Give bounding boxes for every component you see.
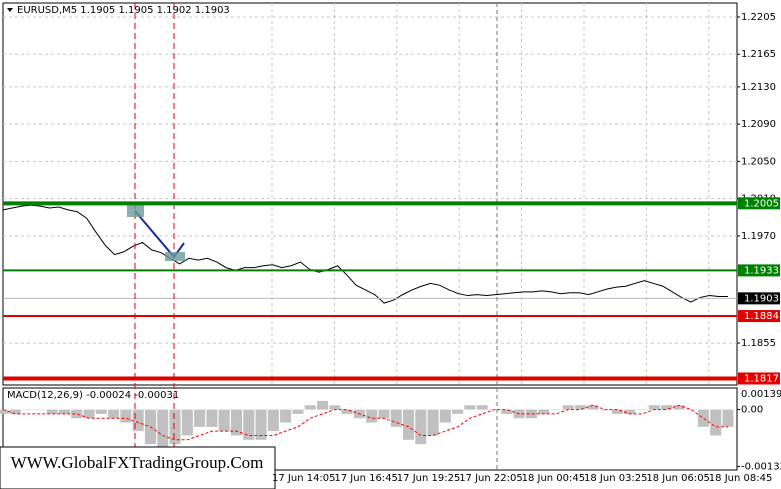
macd-bar bbox=[329, 405, 341, 410]
price-line bbox=[2, 204, 728, 304]
watermark: WWW.GlobalFXTradingGroup.Com bbox=[11, 453, 264, 472]
watermark-box bbox=[0, 446, 276, 489]
chart-title: EURUSD,M5 1.1905 1.1905 1.1902 1.1903 bbox=[17, 5, 230, 16]
macd-bar bbox=[9, 409, 21, 414]
x-tick-label: 18 Jun 06:05 bbox=[646, 473, 710, 484]
macd-bar bbox=[230, 409, 243, 436]
macd-bar bbox=[624, 409, 636, 414]
current-price-label: 1.1903 bbox=[744, 293, 779, 304]
macd-bar bbox=[427, 409, 439, 436]
x-tick-label: 17 Jun 19:25 bbox=[397, 473, 461, 484]
macd-bar bbox=[402, 409, 415, 440]
entry-box bbox=[127, 205, 144, 217]
macd-bar bbox=[95, 409, 107, 414]
y-tick-label: 1.2165 bbox=[741, 49, 776, 60]
plot-layer bbox=[0, 3, 737, 449]
current-price-box bbox=[738, 292, 780, 305]
macd-bar bbox=[243, 409, 255, 440]
macd-bar bbox=[476, 405, 488, 410]
macd-bar bbox=[22, 409, 34, 411]
menu-icon bbox=[7, 8, 13, 12]
macd-bar bbox=[71, 409, 83, 419]
macd-bar bbox=[685, 409, 697, 411]
exit-box bbox=[165, 252, 185, 261]
level-box bbox=[738, 310, 780, 323]
macd-bar bbox=[157, 409, 169, 449]
x-tick-label: 18 Jun 08:45 bbox=[709, 473, 773, 484]
macd-bar bbox=[181, 409, 193, 436]
main-panel bbox=[2, 2, 738, 386]
macd-bar bbox=[0, 409, 9, 414]
level-label: 1.2005 bbox=[744, 198, 779, 209]
macd-bar bbox=[218, 409, 230, 432]
macd-bar bbox=[710, 409, 722, 436]
macd-bar bbox=[304, 405, 316, 410]
macd-title: MACD(12,26,9) -0.00024 -0.00031 bbox=[7, 390, 179, 401]
macd-bar bbox=[575, 405, 587, 410]
macd-signal bbox=[2, 404, 728, 441]
y-tick-label: 1.2090 bbox=[741, 119, 776, 130]
macd-bar bbox=[439, 409, 451, 423]
macd-bar bbox=[267, 409, 279, 432]
level-label: 1.1817 bbox=[744, 373, 779, 384]
y-tick-label: 1.1855 bbox=[741, 338, 776, 349]
level-label: 1.1933 bbox=[744, 265, 779, 276]
macd-bar bbox=[697, 409, 709, 427]
macd-bar bbox=[636, 409, 648, 411]
macd-bar bbox=[464, 405, 476, 410]
macd-bar bbox=[562, 405, 574, 410]
y-tick-label: 1.2050 bbox=[741, 156, 776, 167]
x-tick-label: 17 Jun 16:45 bbox=[334, 473, 398, 484]
macd-bar bbox=[525, 409, 537, 419]
y-tick-label: 1.2205 bbox=[741, 12, 776, 23]
x-tick-label: 18 Jun 03:25 bbox=[584, 473, 648, 484]
y-tick-label: -0.00132 bbox=[741, 462, 781, 473]
macd-bar bbox=[538, 409, 550, 414]
macd-bar bbox=[120, 409, 132, 423]
macd-bar bbox=[34, 409, 46, 411]
macd-bar bbox=[673, 405, 685, 410]
x-tick-label: 17 Jun 22:05 bbox=[459, 473, 523, 484]
level-box bbox=[738, 264, 780, 277]
macd-bar bbox=[341, 409, 353, 414]
macd-bar bbox=[132, 409, 144, 432]
y-tick-label: 0.00 bbox=[741, 405, 763, 416]
level-box bbox=[738, 372, 780, 385]
macd-bar bbox=[316, 400, 329, 410]
macd-bar bbox=[169, 409, 181, 445]
macd-bar bbox=[194, 409, 206, 427]
macd-bar bbox=[378, 409, 390, 419]
macd-bar bbox=[722, 409, 734, 427]
x-tick-label: 18 Jun 00:45 bbox=[522, 473, 586, 484]
macd-bar bbox=[46, 409, 58, 414]
macd-bar bbox=[366, 409, 378, 423]
trade-arrow bbox=[134, 210, 175, 258]
macd-bar bbox=[661, 405, 673, 410]
macd-bar bbox=[83, 409, 95, 419]
macd-bar bbox=[415, 409, 427, 445]
macd-bar bbox=[280, 409, 292, 423]
macd-bar bbox=[550, 409, 562, 411]
y-tick-label: 1.2130 bbox=[741, 82, 776, 93]
x-tick-label: 17 Jun 14:05 bbox=[272, 473, 336, 484]
level-box bbox=[738, 197, 780, 210]
macd-bar bbox=[58, 409, 70, 414]
macd-bar bbox=[611, 409, 623, 414]
macd-bar bbox=[255, 409, 267, 440]
macd-bar bbox=[587, 405, 599, 410]
macd-bar bbox=[292, 409, 304, 414]
macd-scale-max: 0.00139 bbox=[741, 389, 781, 400]
y-tick-label: 1.1970 bbox=[741, 231, 776, 242]
level-label: 1.1884 bbox=[744, 311, 779, 322]
macd-bar bbox=[452, 409, 464, 414]
macd-bar bbox=[501, 409, 513, 414]
macd-bar bbox=[390, 409, 402, 427]
macd-bar bbox=[108, 409, 120, 419]
macd-bar bbox=[648, 405, 660, 410]
macd-bar bbox=[206, 409, 218, 427]
